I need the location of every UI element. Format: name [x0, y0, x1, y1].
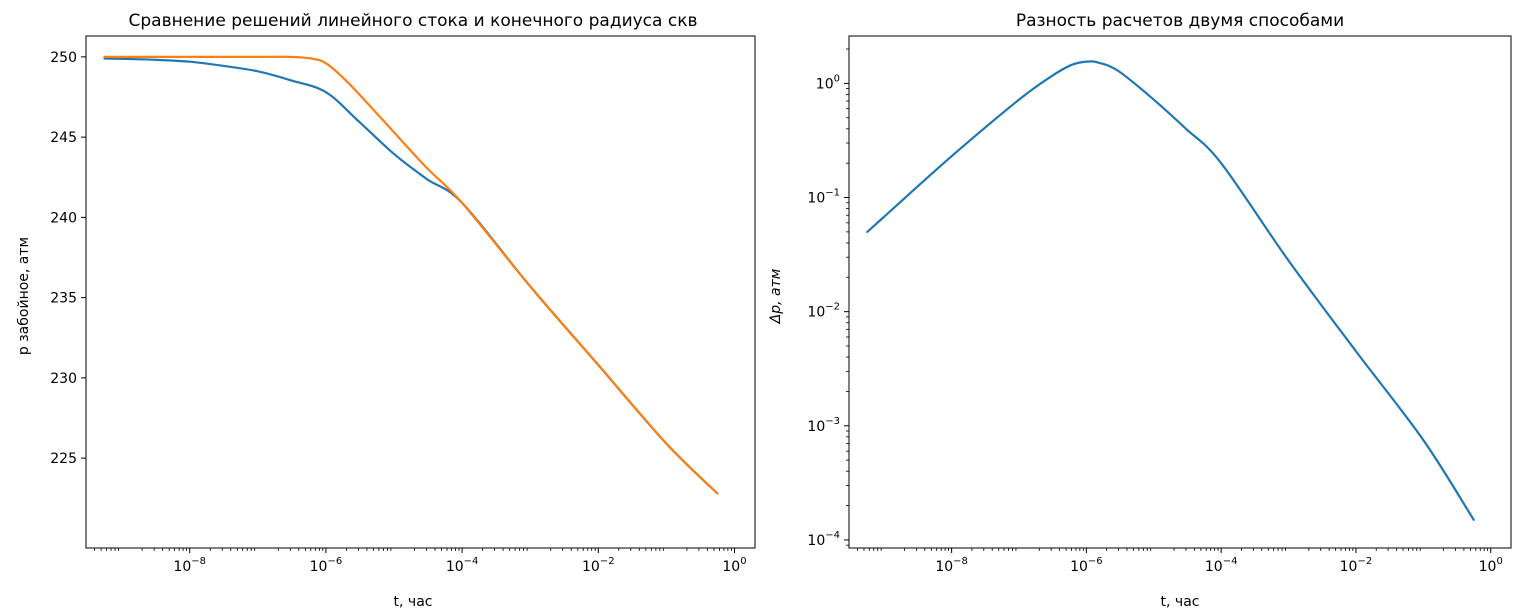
x-axis-label: t, час: [1161, 594, 1200, 610]
x-tick-label: 10−6: [1070, 556, 1103, 575]
y-axis-label: p забойное, атм: [16, 237, 32, 355]
y-tick-label: 245: [50, 130, 77, 146]
chart-title: Разность расчетов двумя способами: [1016, 11, 1344, 31]
x-tick-label: 10−6: [310, 556, 343, 575]
y-tick-label: 10−2: [807, 302, 840, 321]
y-tick-label: 240: [50, 210, 77, 226]
x-tick-label: 10−8: [173, 556, 206, 575]
x-tick-label: 100: [722, 556, 746, 575]
y-tick-label: 230: [50, 371, 77, 387]
right-chart-axes: Разность расчетов двумя способами t, час…: [768, 11, 1512, 610]
x-tick-label: 10−2: [1340, 556, 1373, 575]
chart-title: Сравнение решений линейного стока и коне…: [129, 11, 698, 31]
axis-ticks: 10−8 10−6 10−4 10−2 100 100 10−1 10−2 10−3 10−4: [807, 48, 1503, 575]
series-line-1: [103, 57, 719, 495]
axis-ticks: 10−8 10−6 10−4 10−2 100 250 245 240 235 230 225: [50, 50, 746, 575]
y-tick-label: 100: [816, 73, 840, 92]
x-axis-label: t, час: [394, 594, 433, 610]
y-tick-label: 10−4: [807, 530, 840, 549]
series-line-2: [103, 55, 719, 495]
y-tick-label: 235: [50, 291, 77, 307]
plot-frame: [85, 35, 756, 549]
x-tick-label: 10−4: [1205, 556, 1238, 575]
y-tick-label: 10−1: [807, 188, 840, 207]
x-tick-label: 10−4: [446, 556, 479, 575]
y-tick-label: 10−3: [807, 416, 840, 435]
y-tick-label: 250: [50, 50, 77, 66]
x-tick-label: 10−8: [935, 556, 968, 575]
x-tick-label: 10−2: [582, 556, 615, 575]
y-axis-label: Δp, атм: [768, 268, 784, 324]
y-tick-label: 225: [50, 451, 77, 467]
left-chart-axes: Сравнение решений линейного стока и коне…: [16, 11, 756, 610]
x-tick-label: 100: [1479, 556, 1503, 575]
series-lines: [866, 60, 1475, 521]
series-lines: [103, 55, 719, 495]
plot-frame: [848, 35, 1512, 549]
series-line-1: [866, 60, 1475, 521]
